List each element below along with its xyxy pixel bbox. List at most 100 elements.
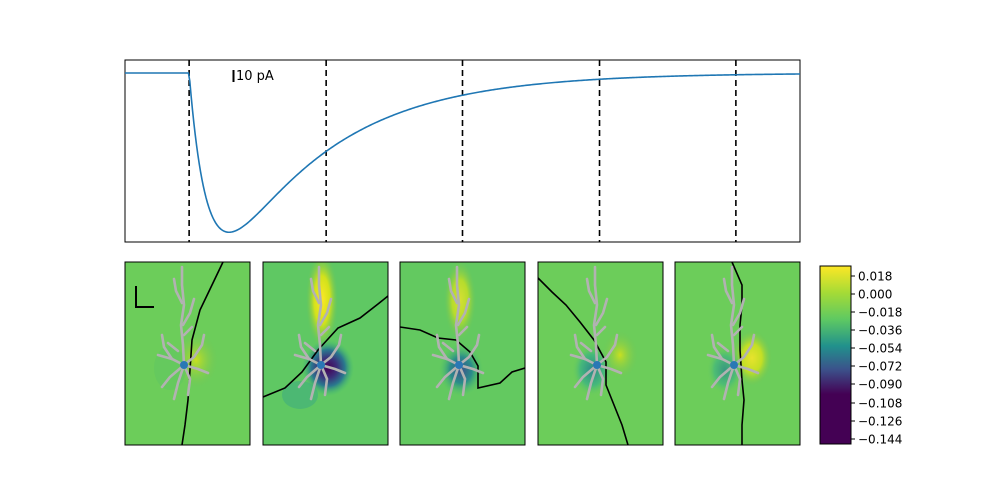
neuron-dendrites [293,265,347,401]
scale-bar-label: 10 pA [236,69,274,84]
neuron-dendrites [156,265,210,401]
colorbar-tick-label: −0.108 [858,397,902,411]
soma-marker [593,361,601,369]
map-frame [537,261,664,446]
zero-contour [263,295,388,398]
neuron-dendrites [706,265,760,401]
dendrite-branch [595,363,623,375]
current-trace-line [125,72,801,234]
dendrite-branch [573,333,587,361]
dendrite-branch [182,333,206,367]
dendrite-branch [595,325,607,337]
dendrite-branch [457,363,485,375]
neuron-dendrites [431,265,485,401]
dendrite-branch [435,333,449,361]
dendrite-branch [166,341,180,353]
colorbar-tick-label: 0.000 [858,288,892,302]
zero-contour [538,277,629,445]
dendrite-branch [454,265,461,367]
dendrite-branch [319,363,347,375]
dendrite-branch [732,363,742,397]
colorbar: 0.018 0.000 −0.018 −0.036 −0.054 −0.072 −0.090… [819,265,902,447]
dendrite-branch [732,333,756,367]
dendrite-branch [179,265,186,367]
dendrite-branch [309,363,323,401]
dendrite-branch [722,277,734,305]
map-panel-3 [399,261,526,446]
dendrite-branch [595,333,619,367]
dendrite-branch [595,363,605,397]
dendrite-branch [732,363,760,375]
dendrite-branch [457,363,467,397]
spatial-scale-bar [135,286,154,308]
map-panel-1 [124,261,251,446]
dendrite-branch [457,333,481,367]
dendrite-branch [172,277,184,305]
zero-contour [731,262,745,445]
dendrite-branch [319,333,343,367]
soma-marker [455,361,463,369]
dendrite-branch [585,277,597,305]
dendrite-branch [716,341,730,353]
dendrite-branch [319,325,331,337]
colorbar-tick-label: −0.054 [858,342,902,356]
zero-contour [400,326,525,390]
soma-marker [180,361,188,369]
soma-marker [730,361,738,369]
dendrite-branch [722,363,736,401]
negative-region-side [282,381,318,409]
map-frame [674,261,801,446]
dendrite-branch [447,277,459,305]
colorbar-tick-label: −0.126 [858,415,902,429]
trace-panel: 10 pA [124,59,801,243]
colorbar-gradient [819,265,852,445]
dendrite-branch [594,297,609,327]
dendrite-branch [710,363,736,389]
dendrite-branch [573,363,599,389]
dendrite-branch [309,277,321,305]
dendrite-branch [318,297,333,327]
colorbar-tick-label: 0.018 [858,270,892,284]
dendrite-branch [316,265,323,367]
dendrite-branch [182,363,210,375]
colorbar-tick-label: −0.090 [858,378,902,392]
dendrite-branch [729,265,736,367]
dendrite-branch [297,333,311,361]
dendrite-branch [447,363,461,401]
dendrite-branch [732,325,744,337]
map-panel-4 [537,261,664,446]
map-frame [124,261,251,446]
neuron-dendrites [569,265,623,401]
dendrite-branch [435,363,461,389]
dendrite-branch [160,333,174,361]
dendrite-branch [731,297,746,327]
positive-region [444,262,476,340]
dendrite-branch [182,363,192,397]
dendrite-branch [303,341,317,353]
zero-contour [181,262,224,445]
dendrite-branch [172,363,186,401]
soma-marker [317,361,325,369]
map-panel-2 [262,261,389,446]
colorbar-tick-label: −0.072 [858,360,902,374]
dendrite-branch [160,363,186,389]
colorbar-tick-label: −0.144 [858,433,902,447]
dendrite-branch [579,341,593,353]
colorbar-tick-label: −0.036 [858,324,902,338]
dendrite-branch [457,325,469,337]
colorbar-ticks: 0.018 0.000 −0.018 −0.036 −0.054 −0.072 −0.090… [851,270,902,447]
dendrite-branch [585,363,599,401]
map-frame [262,261,389,446]
map-panel-5 [674,261,801,446]
colorbar-tick-label: −0.018 [858,306,902,320]
dendrite-branch [181,297,196,327]
dendrite-branch [710,333,724,361]
dendrite-branch [297,363,323,389]
dendrite-branch [319,363,329,397]
dendrite-branch [182,325,194,337]
dendrite-branch [456,297,471,327]
dendrite-branch [592,265,599,367]
map-frame [399,261,526,446]
dendrite-branch [441,341,455,353]
